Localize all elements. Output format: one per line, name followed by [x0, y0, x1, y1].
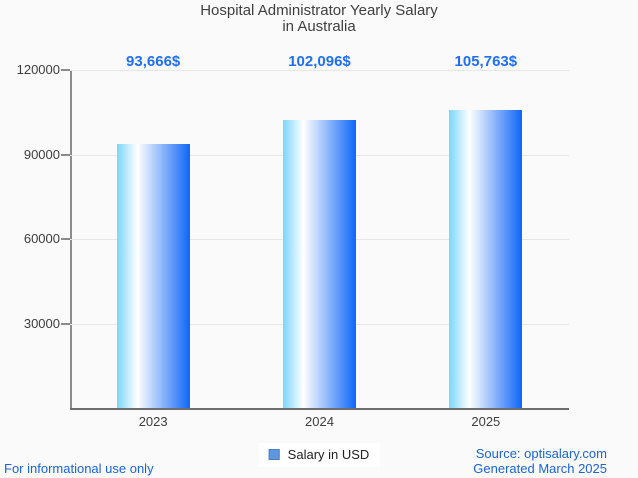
x-axis-baseline — [70, 408, 569, 410]
legend-swatch-icon — [268, 449, 280, 460]
y-axis-label: 60000 — [23, 231, 60, 246]
y-tick-mark — [61, 238, 70, 240]
generated-date: Generated March 2025 — [473, 461, 607, 476]
gridline — [70, 70, 569, 71]
bar-2025[interactable] — [449, 110, 523, 408]
y-axis-label: 30000 — [23, 315, 60, 331]
bar-value-label: 105,763$ — [454, 53, 518, 70]
x-axis-label: 2025 — [471, 414, 501, 429]
chart-title-line1: Hospital Administrator Yearly Salary — [200, 2, 438, 19]
bar-value-label: 102,096$ — [288, 53, 351, 70]
bar-2023[interactable] — [116, 144, 190, 408]
legend-label: Salary in USD — [287, 447, 370, 462]
disclaimer-text: For informational use only — [4, 461, 154, 476]
bar-2024[interactable] — [283, 120, 356, 408]
source-link[interactable]: Source: optisalary.com — [475, 446, 607, 461]
source-attribution: Source: optisalary.com Generated March 2… — [473, 446, 607, 476]
plot-area — [61, 69, 569, 410]
y-tick-mark — [61, 69, 70, 71]
x-axis-label: 2024 — [305, 414, 334, 429]
chart-title-line2: in Australia — [282, 18, 356, 35]
y-tick-mark — [61, 322, 70, 325]
chart-title: Hospital Administrator Yearly Salary in … — [0, 3, 638, 35]
y-axis-label: 90000 — [23, 146, 60, 162]
legend: Salary in USD — [258, 443, 380, 467]
x-axis-label: 2023 — [138, 414, 168, 429]
y-tick-mark — [61, 153, 70, 156]
bar-value-label: 93,666$ — [126, 53, 181, 70]
y-axis-label: 120000 — [16, 62, 60, 77]
